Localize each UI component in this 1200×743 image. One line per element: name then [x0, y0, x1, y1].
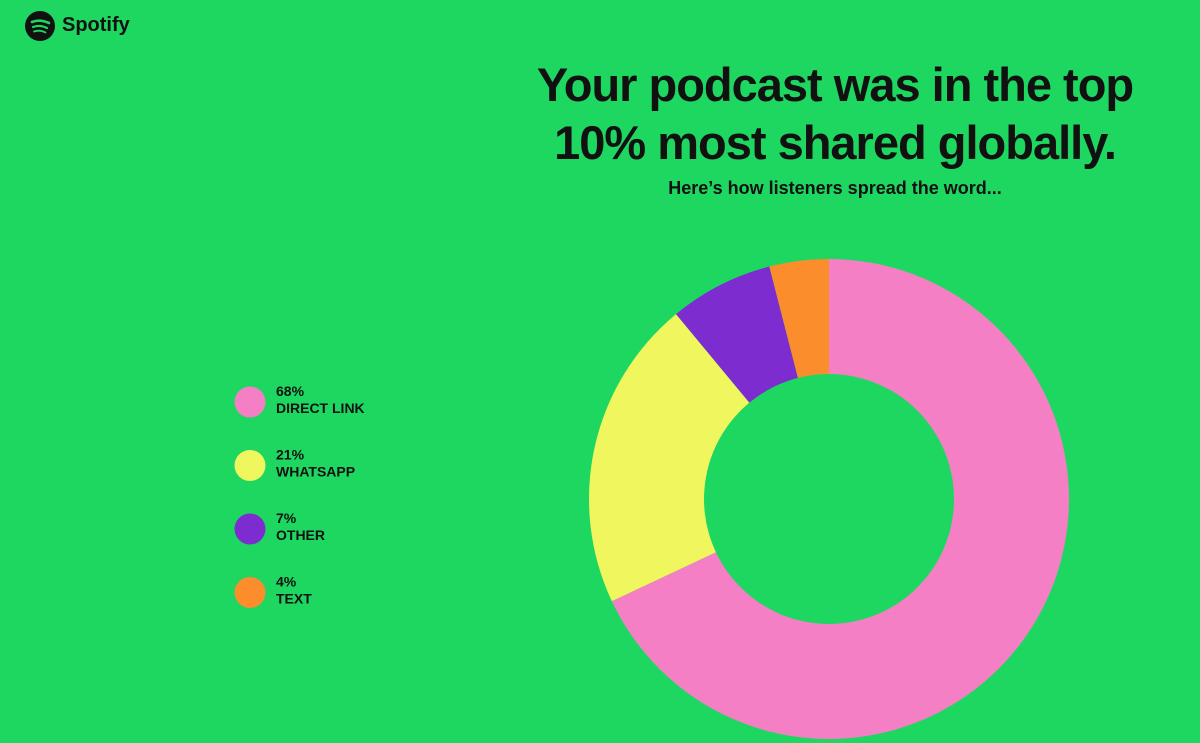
legend-value: 4%: [276, 574, 297, 590]
chart-title: Your podcast was in the top 10% most sha…: [536, 58, 1134, 169]
donut-segment: [589, 314, 750, 602]
legend-value: 21%: [276, 447, 305, 463]
legend-value: 7%: [276, 510, 297, 526]
legend-swatch: [234, 513, 266, 545]
chart-subtitle: Here’s how listeners spread the word...: [668, 178, 1002, 198]
legend-value: 68%: [276, 383, 305, 399]
legend-label: TEXT: [276, 591, 312, 607]
spotify-logo[interactable]: [24, 10, 56, 42]
legend-label: WHATSAPP: [276, 464, 355, 480]
legend-swatch: [234, 386, 266, 418]
brand-name[interactable]: Spotify: [62, 14, 130, 36]
donut-segment: [611, 259, 1069, 739]
legend-label: OTHER: [276, 527, 325, 543]
legend-swatch: [234, 450, 266, 481]
legend-swatch: [234, 577, 266, 608]
donut-segment: [769, 259, 829, 378]
donut-segment: [676, 266, 798, 403]
legend-label: DIRECT LINK: [276, 400, 365, 416]
